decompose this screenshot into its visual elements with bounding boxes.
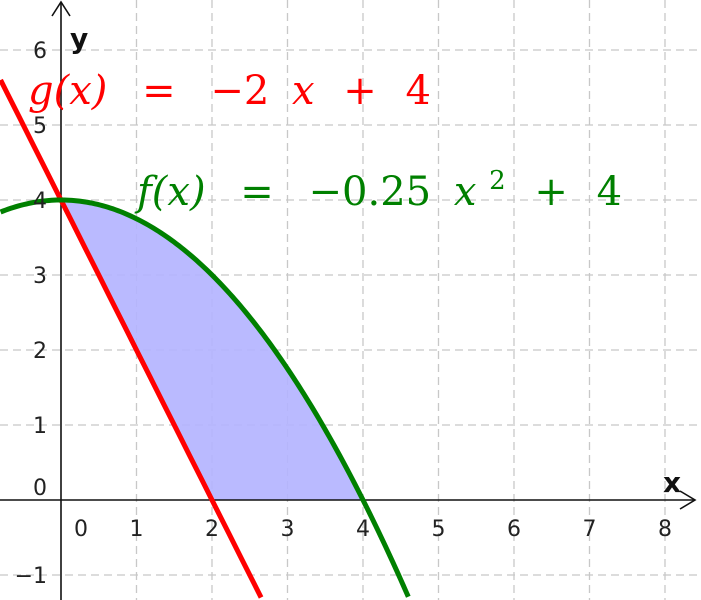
y-tick-label: 6 bbox=[33, 39, 47, 64]
y-tick-label: −1 bbox=[15, 564, 47, 589]
f-formula-name: f(x) bbox=[134, 169, 206, 215]
f-formula-coef: −0.25 bbox=[309, 169, 432, 215]
x-tick-label: 4 bbox=[356, 517, 370, 542]
x-tick-label: 3 bbox=[281, 517, 295, 542]
f-formula-var: x bbox=[454, 169, 477, 215]
x-tick-label: 0 bbox=[74, 517, 88, 542]
g-formula-coef: −2 bbox=[210, 68, 269, 114]
x-tick-label: 5 bbox=[432, 517, 446, 542]
y-tick-label: 5 bbox=[33, 114, 47, 139]
y-tick-label: 1 bbox=[33, 414, 47, 439]
x-tick-label: 8 bbox=[658, 517, 672, 542]
g-formula: g(x) = −2 x + 4 bbox=[28, 68, 431, 114]
f-formula-plus: + bbox=[534, 169, 568, 215]
g-formula-var: x bbox=[292, 68, 315, 114]
g-formula-eq: = bbox=[142, 68, 176, 114]
parabola-f bbox=[0, 197, 411, 598]
g-formula-plus: + bbox=[343, 68, 377, 114]
tick-labels: 0 1 2 3 4 5 6 7 8 −1 0 1 2 3 4 5 6 bbox=[15, 39, 672, 589]
x-axis-label: x bbox=[663, 466, 681, 499]
y-tick-label: 2 bbox=[33, 339, 47, 364]
y-tick-label: 0 bbox=[33, 476, 47, 501]
shaded-area bbox=[61, 200, 363, 500]
x-tick-label: 6 bbox=[507, 517, 521, 542]
g-formula-name: g(x) bbox=[28, 68, 107, 114]
x-tick-label: 2 bbox=[205, 517, 219, 542]
f-formula-exp: 2 bbox=[489, 166, 506, 196]
y-axis-label: y bbox=[70, 22, 88, 55]
g-formula-const: 4 bbox=[406, 68, 431, 114]
x-axis-arrow bbox=[679, 490, 697, 510]
y-tick-label: 4 bbox=[33, 189, 47, 214]
f-formula: f(x) = −0.25 x 2 + 4 bbox=[134, 153, 622, 215]
y-axis-arrow bbox=[51, 0, 71, 17]
x-tick-label: 1 bbox=[130, 517, 144, 542]
y-tick-label: 3 bbox=[33, 264, 47, 289]
x-tick-label: 7 bbox=[583, 517, 597, 542]
line-g bbox=[0, 78, 264, 599]
f-formula-const: 4 bbox=[597, 169, 622, 215]
f-formula-eq: = bbox=[240, 169, 274, 215]
